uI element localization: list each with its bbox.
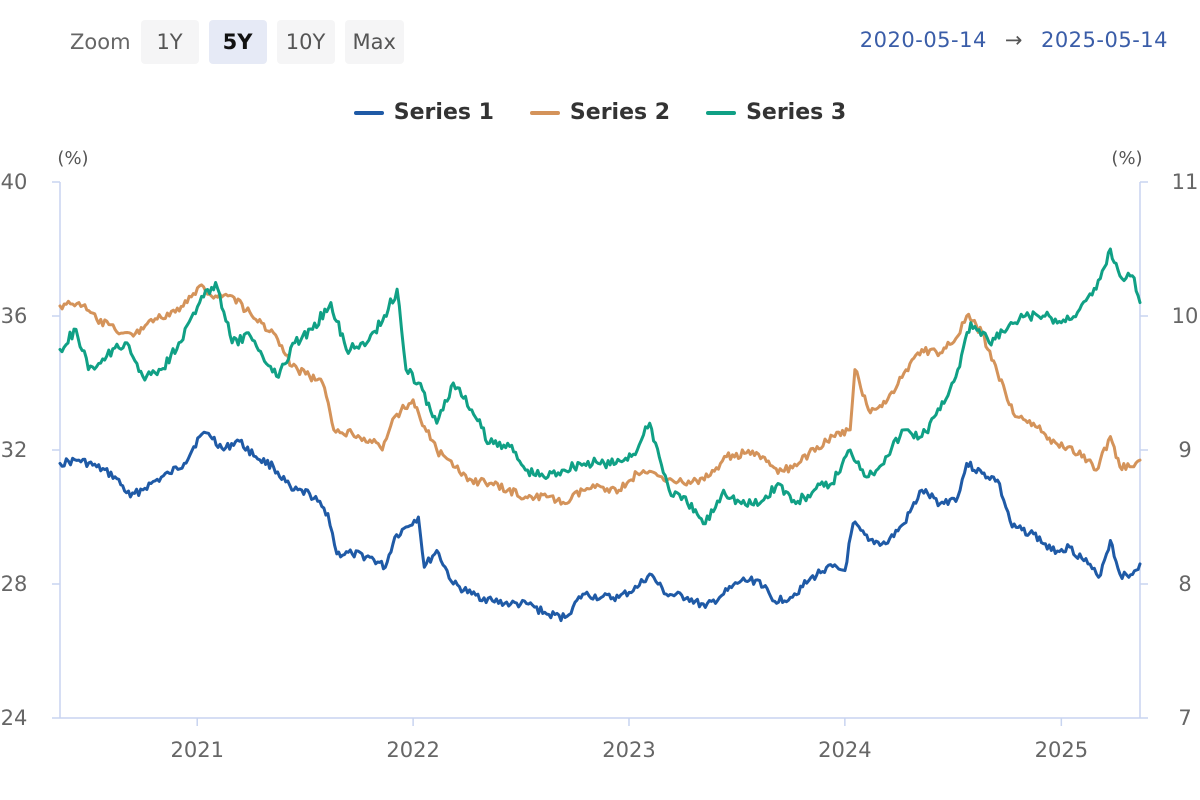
legend-label-series-1: Series 1 (393, 100, 494, 125)
series-3-line (58, 247, 1142, 526)
legend-label-series-3: Series 3 (746, 100, 847, 125)
left-axis-unit: (%) (57, 148, 88, 169)
series-2-line (58, 283, 1142, 506)
range-arrow-icon: → (1004, 28, 1023, 52)
x-tick-label: 2023 (602, 738, 655, 762)
x-tick-label: 2024 (818, 738, 871, 762)
x-tick-label: 2021 (170, 738, 223, 762)
zoom-max-button[interactable]: Max (344, 20, 404, 64)
chart-legend: Series 1 Series 2 Series 3 (0, 100, 1200, 125)
right-tick-label: 7 (1178, 706, 1191, 730)
series-1-line (58, 430, 1142, 623)
legend-swatch-series-1 (353, 110, 384, 115)
range-from-input[interactable]: 2020-05-14 (859, 28, 987, 52)
right-tick-label: 9 (1178, 438, 1191, 462)
zoom-label: Zoom (70, 30, 131, 54)
legend-item-series-1[interactable]: Series 1 (353, 100, 494, 125)
date-range: 2020-05-14 → 2025-05-14 (860, 28, 1168, 52)
left-tick-label: 36 (1, 304, 28, 328)
range-to-input[interactable]: 2025-05-14 (1040, 28, 1168, 52)
zoom-1y-button[interactable]: 1Y (140, 20, 199, 64)
legend-swatch-series-2 (529, 110, 560, 115)
legend-swatch-series-3 (706, 110, 737, 115)
right-axis-unit: (%) (1111, 148, 1142, 169)
left-tick-label: 24 (1, 706, 28, 730)
left-tick-label: 28 (1, 572, 28, 596)
zoom-toolbar: Zoom 1Y 5Y 10Y Max (70, 20, 414, 64)
zoom-5y-button[interactable]: 5Y (208, 20, 267, 64)
left-tick-label: 32 (1, 438, 28, 462)
right-tick-label: 11 (1172, 170, 1199, 194)
legend-label-series-2: Series 2 (569, 100, 671, 125)
left-tick-label: 40 (1, 170, 28, 194)
zoom-10y-button[interactable]: 10Y (276, 20, 335, 64)
legend-item-series-3[interactable]: Series 3 (706, 100, 846, 125)
legend-item-series-2[interactable]: Series 2 (529, 100, 671, 125)
x-tick-label: 2025 (1035, 738, 1088, 762)
x-tick-label: 2022 (386, 738, 439, 762)
right-tick-label: 8 (1178, 572, 1191, 596)
right-tick-label: 10 (1172, 304, 1199, 328)
